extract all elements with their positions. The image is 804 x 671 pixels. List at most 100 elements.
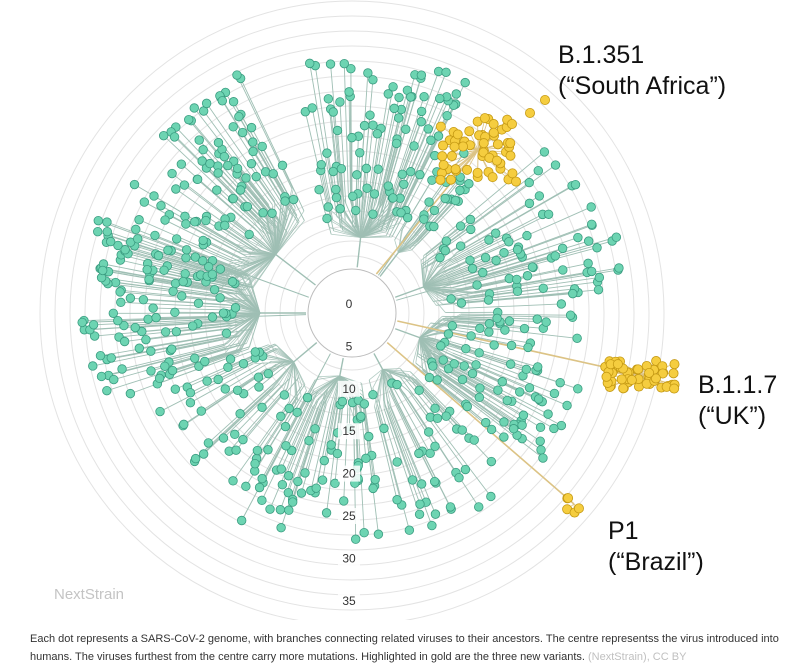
genome-dot — [441, 236, 452, 246]
branch — [457, 184, 576, 253]
genome-dot — [484, 235, 494, 245]
branch — [461, 303, 562, 309]
branch — [387, 400, 423, 485]
branch — [153, 307, 234, 311]
genome-dot — [427, 175, 437, 185]
radial-scale-labels: 0 5 10 15 20 25 30 35 — [338, 296, 360, 609]
branch — [393, 174, 421, 228]
branch — [238, 312, 261, 352]
branch — [194, 388, 272, 462]
genome-dot — [207, 269, 218, 280]
branch — [377, 109, 402, 207]
branch — [224, 224, 262, 251]
genome-dot — [459, 361, 469, 371]
branch — [228, 389, 284, 452]
genome-dot — [536, 445, 546, 455]
genome-dot — [592, 243, 602, 253]
branch — [423, 286, 469, 294]
branch — [176, 324, 240, 333]
branch — [223, 383, 280, 439]
genome-dot — [484, 319, 495, 329]
genome-dot — [534, 191, 545, 201]
genome-dot — [336, 164, 347, 174]
genome-dot — [232, 70, 242, 80]
genome-dot — [200, 356, 210, 367]
genome-dot — [178, 276, 188, 287]
genome-dot — [331, 192, 342, 203]
branch — [241, 250, 276, 255]
branch — [101, 277, 222, 295]
genome-dot — [117, 364, 127, 374]
genome-dot — [332, 125, 343, 136]
branch — [241, 353, 331, 521]
branch — [395, 72, 447, 200]
variant-south-africa-dot — [452, 129, 463, 140]
branch — [360, 200, 373, 238]
genome-dot — [480, 252, 491, 263]
genome-dot — [363, 68, 373, 78]
genome-dot — [373, 164, 383, 174]
genome-dot — [344, 87, 354, 97]
branch — [220, 294, 261, 314]
genome-dot — [331, 184, 341, 195]
genome-dot — [254, 482, 265, 493]
scale-label-bg — [338, 508, 360, 524]
branch — [164, 344, 239, 367]
genome-dot — [346, 63, 356, 74]
genome-dot — [184, 114, 194, 125]
genome-dot — [170, 384, 181, 394]
branch — [372, 86, 394, 201]
branch — [423, 276, 434, 288]
genome-dot — [535, 436, 545, 446]
branch — [308, 375, 341, 404]
genome-dot — [414, 448, 424, 459]
branch — [313, 375, 340, 390]
branch — [288, 398, 320, 476]
genome-dot — [491, 255, 501, 266]
scale-label-bg — [338, 338, 360, 355]
branch — [183, 371, 263, 425]
genome-dot — [460, 77, 470, 88]
branch — [331, 233, 361, 238]
branch — [206, 103, 275, 202]
genome-dot — [190, 217, 200, 227]
genome-dot — [263, 368, 273, 379]
distance-ring — [39, 0, 665, 620]
branch — [423, 277, 439, 288]
genome-dot — [533, 165, 543, 176]
branch — [441, 182, 530, 247]
genome-dot — [368, 483, 378, 494]
branch — [439, 272, 483, 287]
branch — [349, 96, 352, 202]
variant-south-africa-dot — [437, 151, 448, 162]
genome-dot — [445, 502, 456, 512]
genome-dot — [319, 455, 329, 466]
genome-dot — [323, 202, 333, 212]
genome-dot — [198, 256, 208, 266]
branch — [232, 198, 271, 235]
genome-dot — [215, 264, 226, 274]
genome-dot — [538, 453, 548, 463]
branch — [249, 254, 276, 264]
genome-dot — [181, 253, 191, 263]
genome-dot — [169, 132, 180, 142]
genome-dot — [102, 226, 112, 237]
genome-dot — [404, 525, 415, 535]
genome-dot — [562, 400, 572, 411]
branch — [377, 143, 397, 216]
genome-dot — [225, 354, 236, 364]
genome-dot — [134, 215, 144, 225]
genome-dot — [328, 166, 338, 177]
genome-dot — [253, 372, 264, 382]
genome-dot — [489, 340, 499, 350]
genome-dot — [257, 473, 267, 484]
genome-dot — [160, 361, 170, 371]
branch — [360, 197, 363, 238]
genome-dot — [504, 316, 515, 326]
genome-dot — [276, 411, 286, 422]
genome-dot — [392, 379, 402, 390]
clade-branch — [379, 252, 399, 277]
genome-dot — [424, 197, 434, 207]
genome-dot — [170, 278, 181, 289]
branch — [159, 363, 254, 412]
